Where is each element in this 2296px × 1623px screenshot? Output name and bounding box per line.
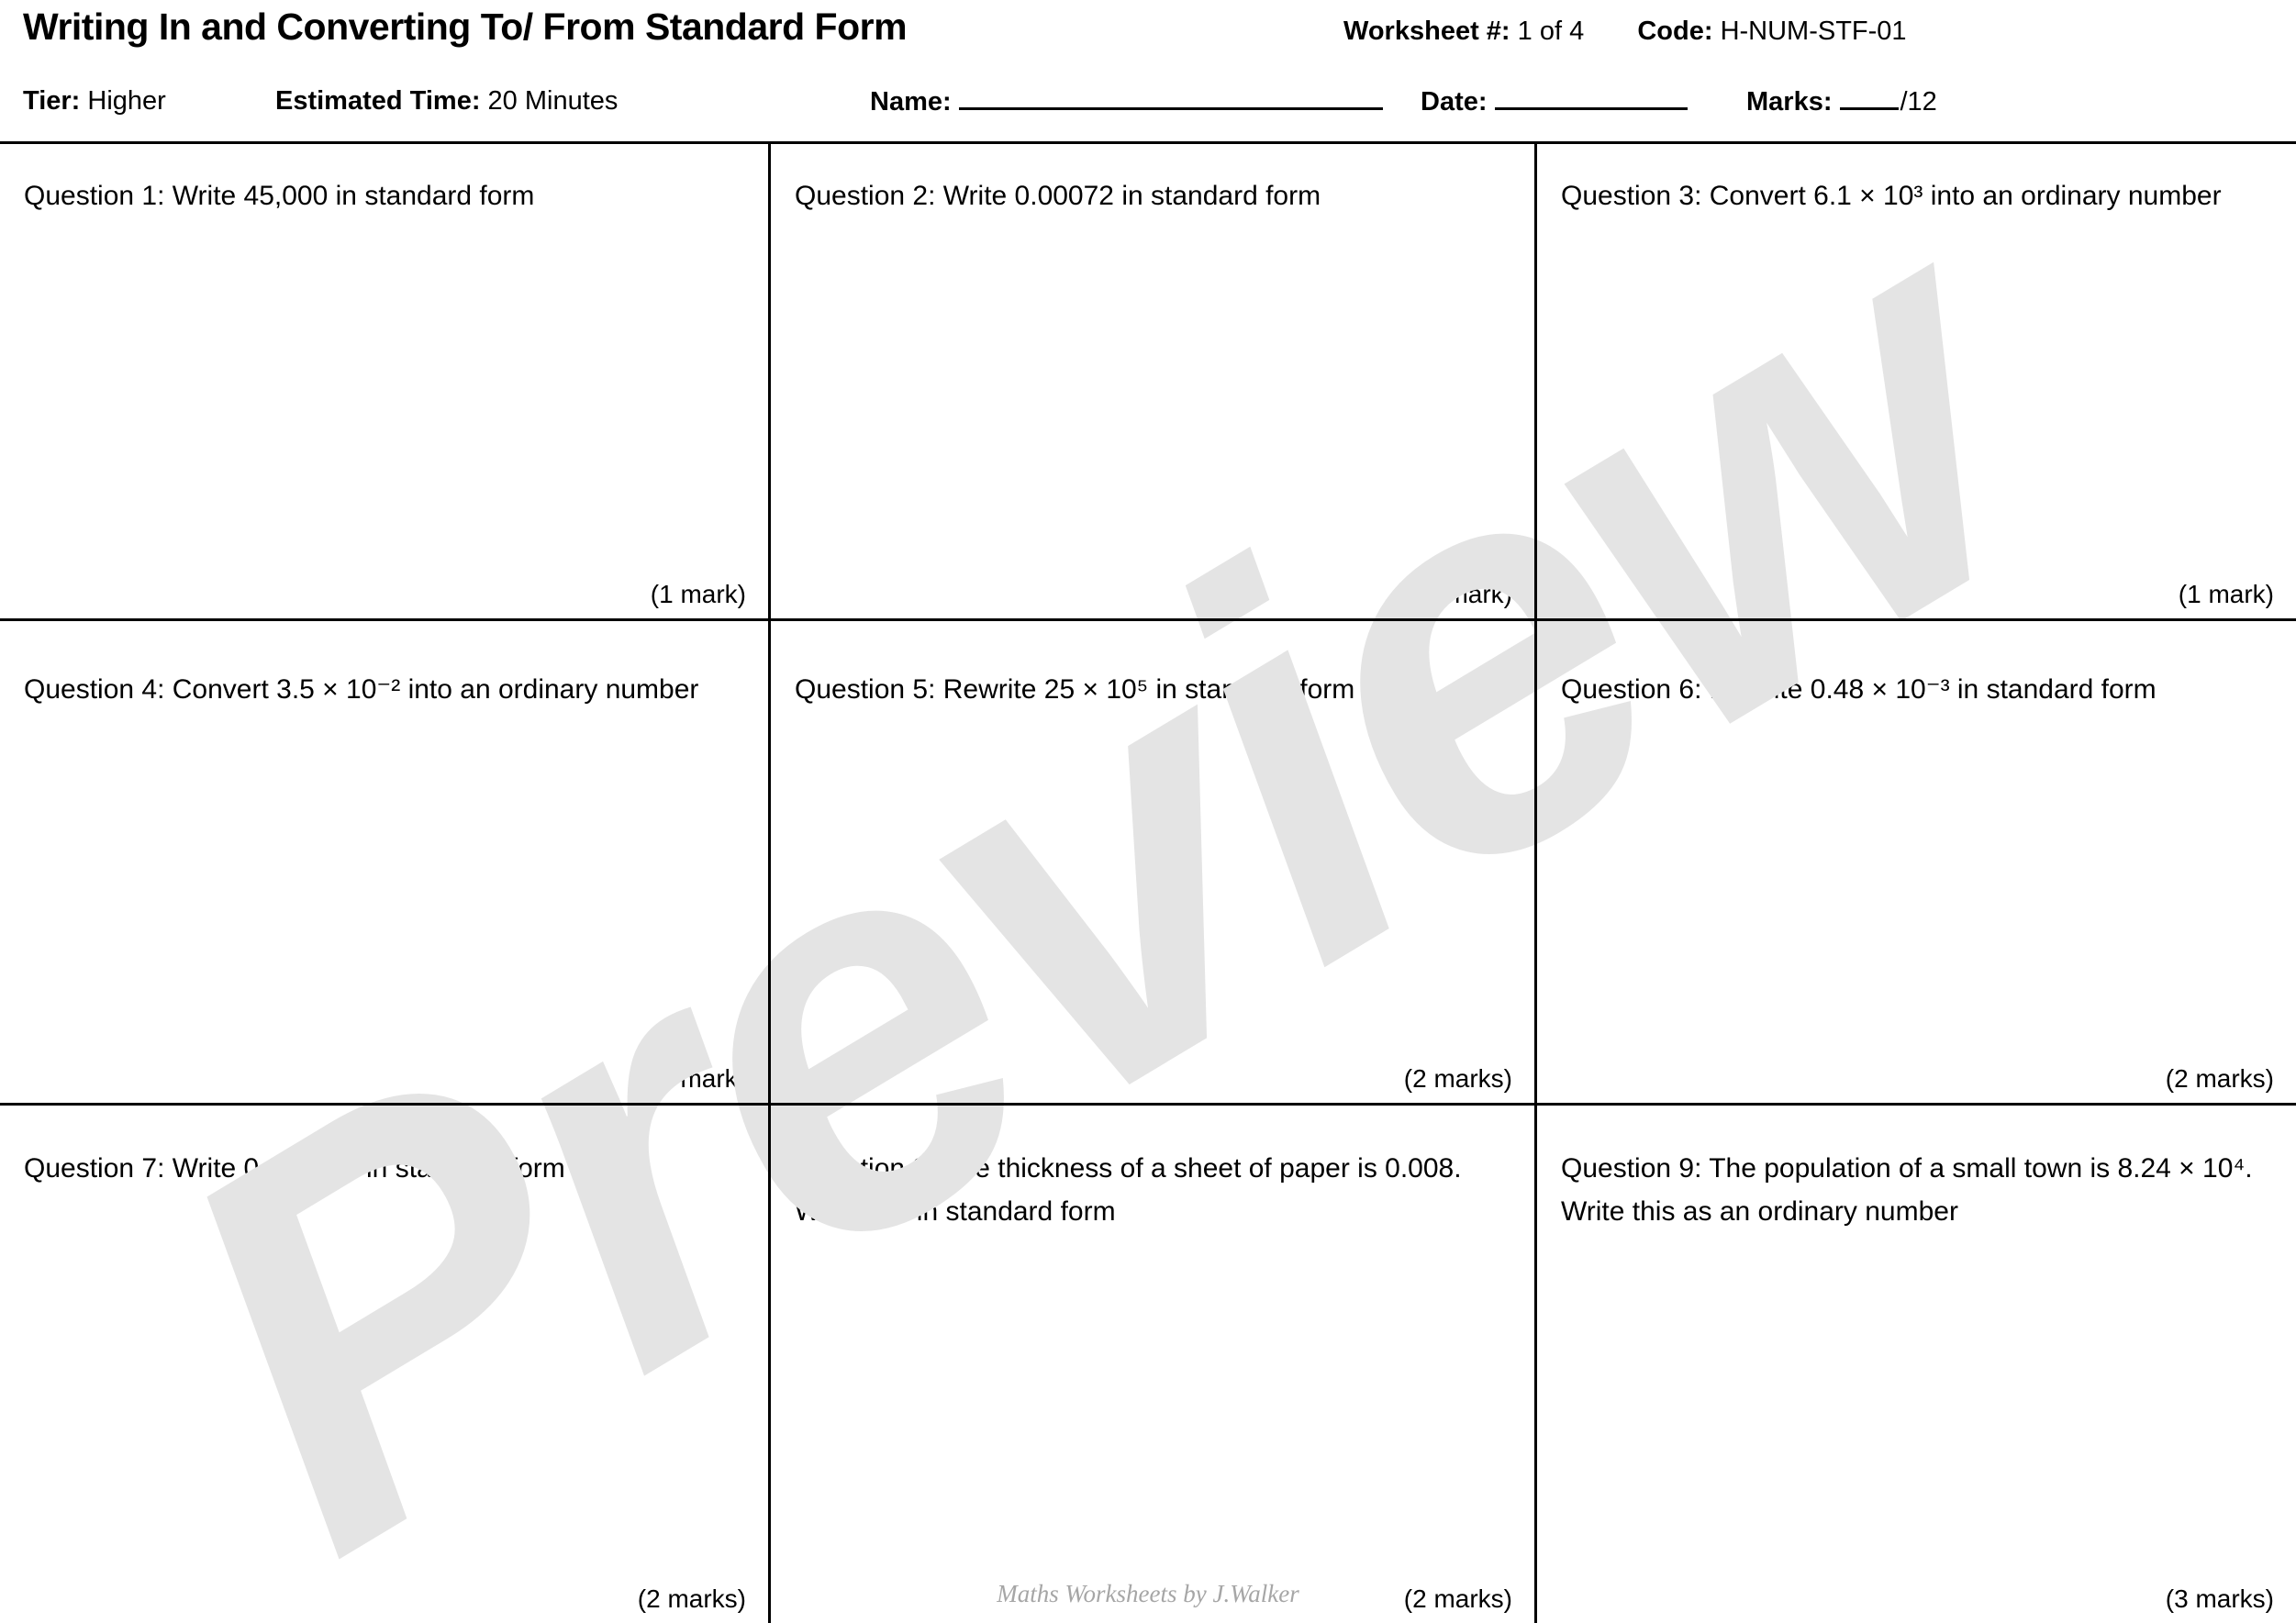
marks-blank-line [1839, 86, 1899, 110]
question-7-marks: (2 marks) [637, 1584, 746, 1613]
marks-total: /12 [1900, 87, 1937, 117]
worksheet-number-value: 1 of 4 [1517, 17, 1585, 46]
estimated-time-value: 20 Minutes [487, 86, 619, 116]
question-1-marks: (1 mark) [650, 580, 746, 608]
tier-value: Higher [87, 86, 166, 116]
header-divider-line [0, 141, 2296, 144]
question-2-text: Question 2: Write 0.00072 in standard fo… [795, 181, 1321, 211]
date-blank-line [1494, 86, 1688, 110]
question-3-text: Question 3: Convert 6.1 × 10³ into an or… [1561, 181, 2222, 211]
question-6-marks: (2 marks) [2165, 1064, 2274, 1093]
tier-label: Tier: [23, 86, 81, 116]
name-field: Name: [870, 86, 1383, 117]
question-6-cell: Question 6: Rewrite 0.48 × 10⁻³ in stand… [1537, 623, 2296, 1103]
worksheet-meta: Worksheet #: 1 of 4 Code: H-NUM-STF-01 [1343, 17, 1907, 47]
question-7-text: Question 7: Write 0.000006 in standard f… [24, 1153, 565, 1184]
row-divider-line-2 [0, 1103, 2296, 1106]
question-2-marks: (1 mark) [1416, 580, 1512, 608]
code-value: H-NUM-STF-01 [1720, 17, 1907, 46]
column-divider-line-1 [768, 141, 771, 1623]
page-title: Writing In and Converting To/ From Stand… [23, 6, 908, 48]
question-5-marks: (2 marks) [1403, 1064, 1512, 1093]
estimated-time-label: Estimated Time: [275, 86, 481, 116]
worksheet-number-label: Worksheet #: [1343, 17, 1510, 46]
marks-label: Marks: [1746, 87, 1833, 117]
question-8-marks: (2 marks) [1403, 1584, 1512, 1613]
question-9-cell: Question 9: The population of a small to… [1537, 1107, 2296, 1623]
date-label: Date: [1421, 87, 1488, 117]
estimated-time-field: Estimated Time: 20 Minutes [275, 86, 618, 117]
column-divider-line-2 [1534, 141, 1537, 1623]
code-label: Code: [1637, 17, 1713, 46]
question-7-cell: Question 7: Write 0.000006 in standard f… [0, 1107, 768, 1623]
question-4-cell: Question 4: Convert 3.5 × 10⁻² into an o… [0, 623, 768, 1103]
question-1-text: Question 1: Write 45,000 in standard for… [24, 181, 535, 211]
name-blank-line [958, 86, 1383, 110]
question-9-marks: (3 marks) [2165, 1584, 2274, 1613]
tier-field: Tier: Higher [23, 86, 166, 117]
question-1-cell: Question 1: Write 45,000 in standard for… [0, 144, 768, 618]
date-field: Date: [1421, 86, 1688, 117]
question-4-text: Question 4: Convert 3.5 × 10⁻² into an o… [24, 674, 699, 705]
question-9-text: Question 9: The population of a small to… [1561, 1153, 2253, 1227]
name-label: Name: [870, 87, 952, 117]
question-4-marks: (1 mark) [650, 1064, 746, 1093]
question-5-cell: Question 5: Rewrite 25 × 10⁵ in standard… [771, 623, 1534, 1103]
footer-credit: Maths Worksheets by J.Walker [997, 1580, 1299, 1607]
question-8-text: Question 8: The thickness of a sheet of … [795, 1153, 1462, 1227]
question-5-text: Question 5: Rewrite 25 × 10⁵ in standard… [795, 674, 1355, 705]
row-divider-line-1 [0, 618, 2296, 621]
question-3-marks: (1 mark) [2178, 580, 2274, 608]
marks-field: Marks: /12 [1746, 86, 1937, 117]
question-2-cell: Question 2: Write 0.00072 in standard fo… [771, 144, 1534, 618]
question-8-cell: Question 8: The thickness of a sheet of … [771, 1107, 1534, 1623]
meta-row: Tier: Higher Estimated Time: 20 Minutes … [0, 86, 2296, 123]
question-3-cell: Question 3: Convert 6.1 × 10³ into an or… [1537, 144, 2296, 618]
question-6-text: Question 6: Rewrite 0.48 × 10⁻³ in stand… [1561, 674, 2157, 705]
